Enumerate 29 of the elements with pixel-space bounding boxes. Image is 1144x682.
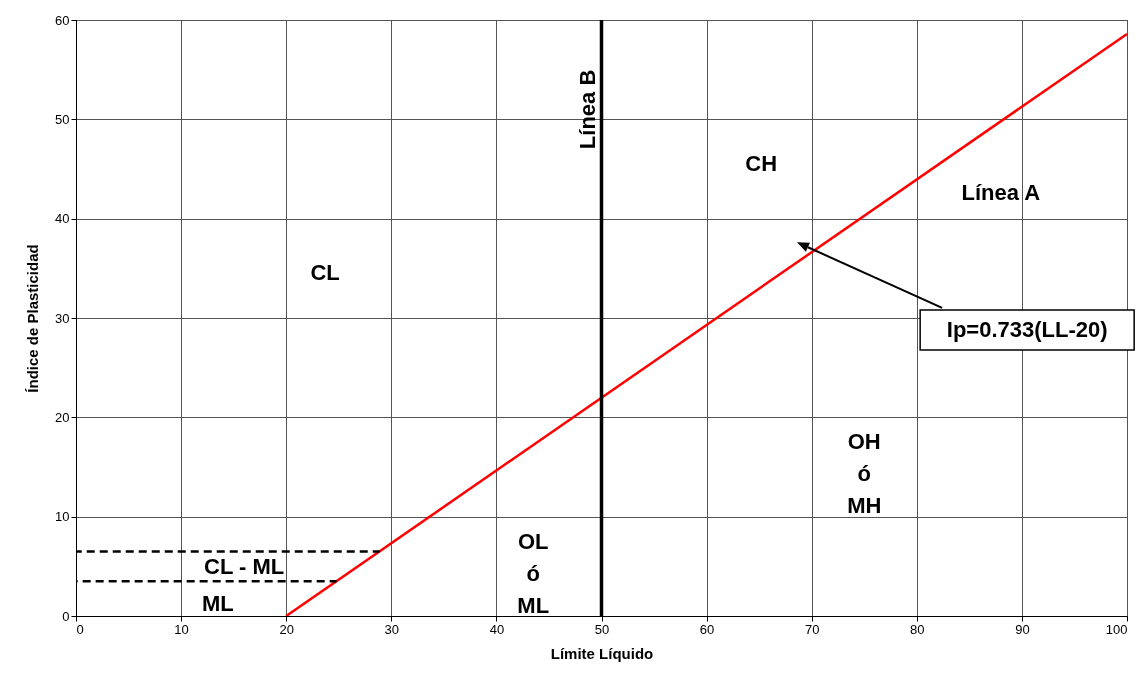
- y-tick-label: 40: [55, 211, 70, 227]
- x-tick-label: 60: [699, 621, 715, 637]
- x-tick-label: 30: [384, 621, 400, 637]
- annotation: OL ó ML: [517, 528, 550, 618]
- y-tick-label: 20: [55, 409, 70, 425]
- annotation: ML: [202, 591, 234, 617]
- x-tick-label: 40: [489, 621, 505, 637]
- x-axis-title: Límite Líquido: [550, 644, 654, 662]
- annotation: Ip=0.733(LL-20): [946, 316, 1108, 342]
- annotation: CL - ML: [204, 553, 285, 579]
- annotation: CL: [310, 260, 340, 286]
- x-tick-label: 100: [1105, 621, 1128, 637]
- x-tick-label: 20: [279, 621, 294, 637]
- y-tick-label: 60: [55, 12, 70, 28]
- annotation: Línea A: [961, 179, 1041, 205]
- x-tick-label: 50: [594, 621, 610, 637]
- y-tick-label: 0: [62, 608, 70, 624]
- annotation: OH ó MH: [847, 428, 882, 518]
- y-axis-title: Índice de Plasticidad: [24, 244, 42, 393]
- x-tick-label: 80: [910, 621, 925, 637]
- y-tick-label: 50: [55, 111, 70, 127]
- y-tick-label: 10: [55, 509, 70, 525]
- x-tick-label: 0: [76, 621, 84, 637]
- annotation: CH: [745, 151, 778, 177]
- ref-line-label: Línea B: [574, 69, 600, 150]
- x-tick-label: 90: [1015, 621, 1030, 637]
- x-tick-label: 70: [804, 621, 820, 637]
- x-tick-label: 10: [174, 621, 189, 637]
- y-tick-label: 30: [55, 310, 70, 326]
